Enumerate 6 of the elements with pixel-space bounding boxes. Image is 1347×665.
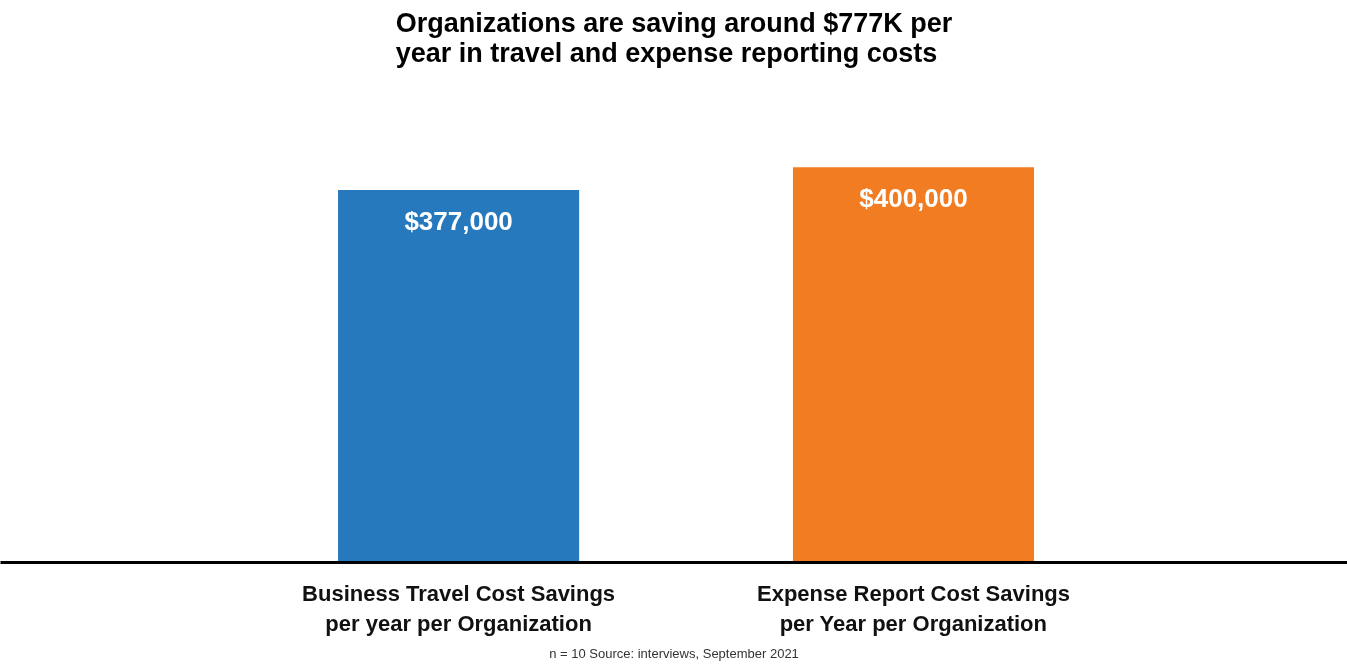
text: n = 10 Source: interviews, September 2021 <box>549 645 799 661</box>
data-label: $400,000 <box>859 183 968 214</box>
x-tick-label: Expense Report Cost Savings per Year per Organization <box>757 580 1071 636</box>
x-tick-label: Business Travel Cost Savings per year per Organization <box>302 580 616 636</box>
data-label: $377,000 <box>404 206 513 237</box>
chart-title: Organizations are saving around $777K per year in travel and expense reporting costs <box>395 7 953 68</box>
